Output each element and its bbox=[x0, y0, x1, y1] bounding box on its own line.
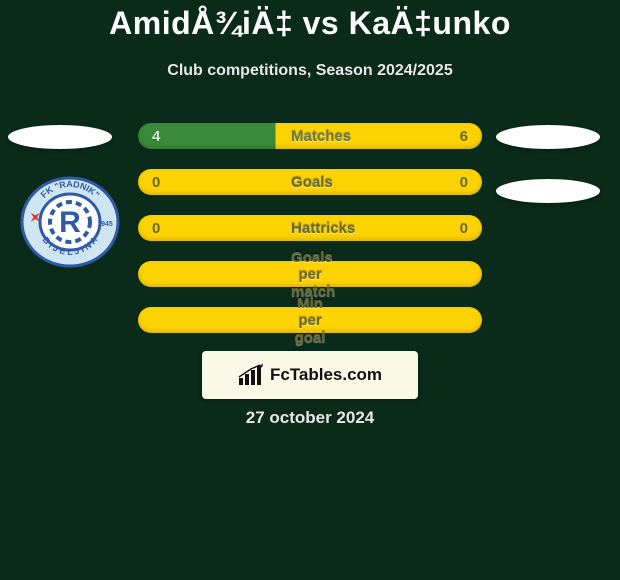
page-subtitle: Club competitions, Season 2024/2025 bbox=[0, 62, 620, 80]
brand-text: FcTables.com bbox=[270, 365, 382, 385]
stat-row-goals-per-match: Goals per match bbox=[138, 261, 482, 287]
page-title: AmidÅ¾iÄ‡ vs KaÄ‡unko bbox=[0, 5, 620, 42]
stat-row-goals: 0 Goals 0 bbox=[138, 169, 482, 195]
stat-right-value: 0 bbox=[329, 174, 468, 191]
stat-row-min-per-goal: Min per goal bbox=[138, 307, 482, 333]
svg-text:1945: 1945 bbox=[97, 221, 113, 228]
stat-label: Matches bbox=[291, 128, 329, 145]
stat-right-value: 6 bbox=[329, 128, 468, 145]
stat-label: Hattricks bbox=[291, 220, 329, 237]
stat-left-value: 0 bbox=[152, 174, 291, 191]
stat-label: Goals bbox=[291, 174, 329, 191]
stat-row-hattricks: 0 Hattricks 0 bbox=[138, 215, 482, 241]
stat-label: Min per goal bbox=[291, 295, 329, 346]
player-left-club-badge: FK "RADNIK" B I J E L J I N A 1945 R bbox=[20, 176, 120, 268]
fctables-brand-link[interactable]: FcTables.com bbox=[202, 351, 418, 399]
player-right-club-placeholder bbox=[496, 179, 600, 203]
comparison-widget: AmidÅ¾iÄ‡ vs KaÄ‡unko Club competitions,… bbox=[0, 0, 620, 580]
stat-right-value: 0 bbox=[329, 220, 468, 237]
player-left-avatar-placeholder bbox=[8, 125, 112, 149]
bar-chart-icon bbox=[238, 364, 264, 386]
stat-row-matches: 4 Matches 6 bbox=[138, 123, 482, 149]
stat-left-value: 0 bbox=[152, 220, 291, 237]
svg-text:R: R bbox=[59, 206, 81, 239]
stat-left-value: 4 bbox=[152, 128, 291, 145]
player-right-avatar-placeholder bbox=[496, 125, 600, 149]
stat-label: Goals per match bbox=[291, 249, 329, 300]
footer-date: 27 october 2024 bbox=[0, 408, 620, 428]
